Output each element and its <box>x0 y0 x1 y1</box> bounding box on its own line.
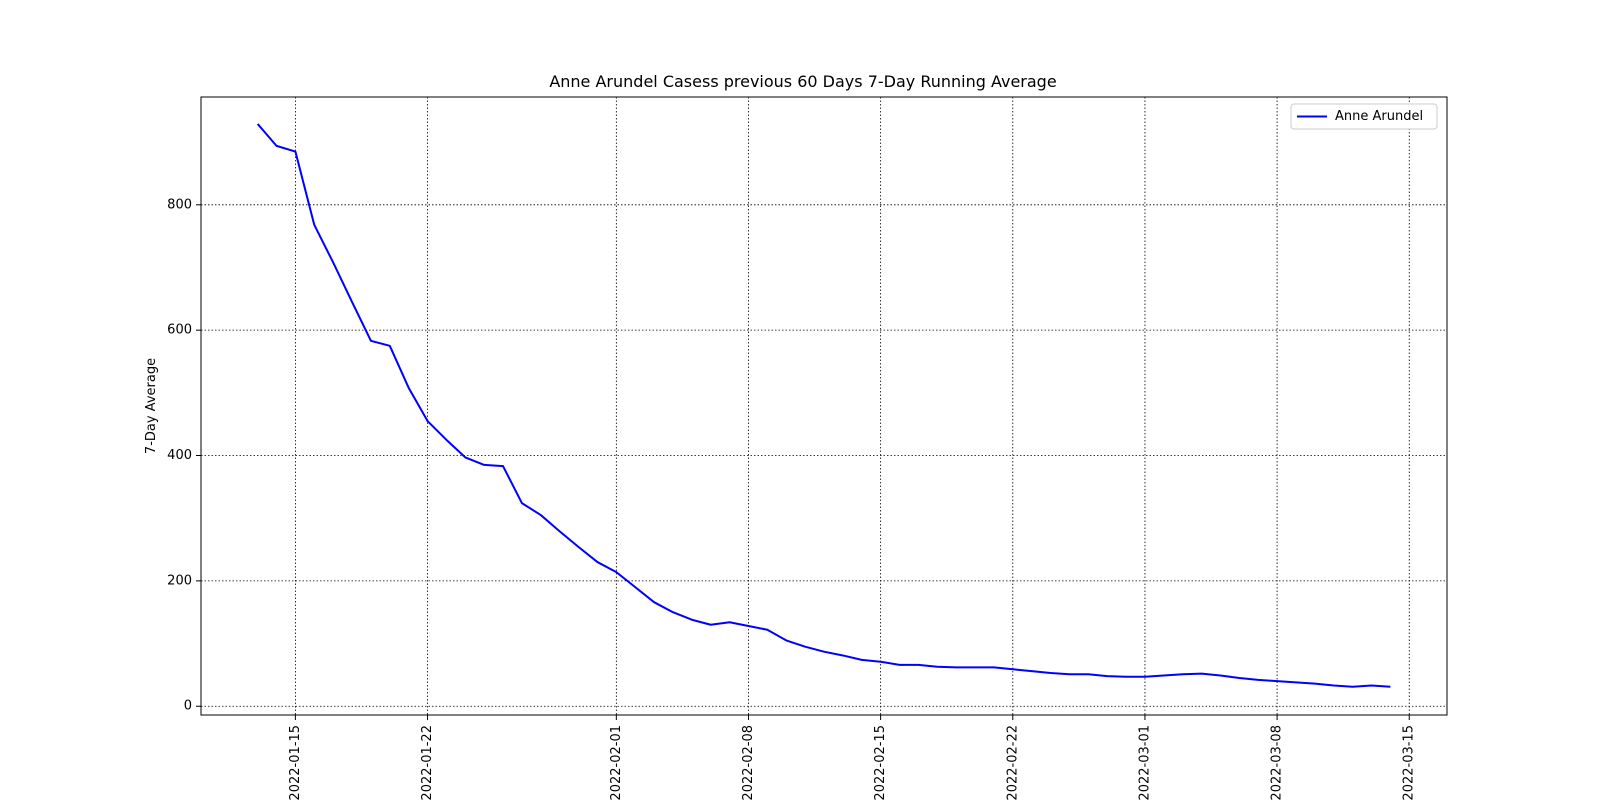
y-tick-label: 600 <box>167 323 192 338</box>
data-point <box>578 546 580 548</box>
data-point <box>427 420 429 422</box>
plot-frame <box>200 96 1448 716</box>
data-point <box>1087 673 1089 675</box>
data-point <box>1182 673 1184 675</box>
data-point <box>653 601 655 603</box>
data-point <box>634 586 636 588</box>
data-point <box>1201 673 1203 675</box>
data-point <box>464 456 466 458</box>
data-point <box>596 561 598 563</box>
data-point <box>1050 672 1052 674</box>
data-point <box>521 502 523 504</box>
x-tick-label: 2022-03-08 <box>1270 725 1285 800</box>
x-tick-label: 2022-01-15 <box>288 725 303 800</box>
data-point <box>691 619 693 621</box>
series-layer <box>256 123 1391 688</box>
y-tick-label: 400 <box>167 448 192 463</box>
data-point <box>257 123 259 125</box>
data-point <box>710 624 712 626</box>
data-point <box>1144 676 1146 678</box>
x-tick-label: 2022-03-01 <box>1137 725 1152 800</box>
y-tick-label: 200 <box>167 573 192 588</box>
legend: Anne Arundel <box>1290 103 1438 130</box>
data-point <box>1219 675 1221 677</box>
data-point <box>1012 668 1014 670</box>
data-point <box>1389 686 1391 688</box>
data-point <box>1106 675 1108 677</box>
y-tick-label: 0 <box>184 699 192 714</box>
data-point <box>370 340 372 342</box>
data-point <box>1125 676 1127 678</box>
legend-box <box>1290 103 1438 130</box>
data-point <box>747 625 749 627</box>
data-point <box>294 151 296 153</box>
data-point <box>804 646 806 648</box>
data-point <box>332 261 334 263</box>
data-point <box>1238 677 1240 679</box>
data-point <box>974 666 976 668</box>
data-point <box>936 666 938 668</box>
data-point <box>389 345 391 347</box>
data-point <box>483 464 485 466</box>
data-point <box>1295 681 1297 683</box>
data-point <box>313 224 315 226</box>
data-point <box>540 514 542 516</box>
data-point <box>1031 670 1033 672</box>
data-point <box>955 666 957 668</box>
data-point <box>559 530 561 532</box>
data-point <box>823 651 825 653</box>
data-point <box>861 659 863 661</box>
x-tick-label: 2022-01-22 <box>420 725 435 800</box>
data-point <box>785 639 787 641</box>
data-point <box>615 571 617 573</box>
grid-lines <box>201 97 1447 715</box>
plot-area <box>201 97 1447 715</box>
data-point <box>1163 675 1165 677</box>
chart-title: Anne Arundel Casess previous 60 Days 7-D… <box>549 72 1056 91</box>
data-point <box>445 439 447 441</box>
data-point <box>842 654 844 656</box>
y-tick-label: 800 <box>167 197 192 212</box>
legend-label: Anne Arundel <box>1335 109 1423 124</box>
y-axis-label: 7-Day Average <box>144 358 159 454</box>
data-point <box>351 301 353 303</box>
x-tick-label: 2022-02-01 <box>609 725 624 800</box>
data-point <box>276 145 278 147</box>
data-point <box>880 661 882 663</box>
x-tick-label: 2022-02-15 <box>873 725 888 800</box>
data-point <box>729 621 731 623</box>
x-tick-label: 2022-02-08 <box>741 725 756 800</box>
data-point <box>408 387 410 389</box>
data-point <box>1257 679 1259 681</box>
x-tick-label: 2022-02-22 <box>1005 725 1020 800</box>
x-tick-label: 2022-03-15 <box>1402 725 1417 800</box>
data-point <box>993 666 995 668</box>
data-point <box>1276 680 1278 682</box>
axes: 2022-01-15 2022-01-22 2022-02-01 2022-02-08… <box>167 197 1417 800</box>
data-point <box>1068 673 1070 675</box>
data-point <box>899 664 901 666</box>
data-point <box>1314 683 1316 685</box>
data-point <box>502 465 504 467</box>
data-point <box>917 664 919 666</box>
data-point <box>1370 685 1372 687</box>
data-point <box>1333 685 1335 687</box>
data-point <box>1352 686 1354 688</box>
data-point <box>672 611 674 613</box>
data-point <box>766 629 768 631</box>
series-line-0 <box>256 123 1391 688</box>
